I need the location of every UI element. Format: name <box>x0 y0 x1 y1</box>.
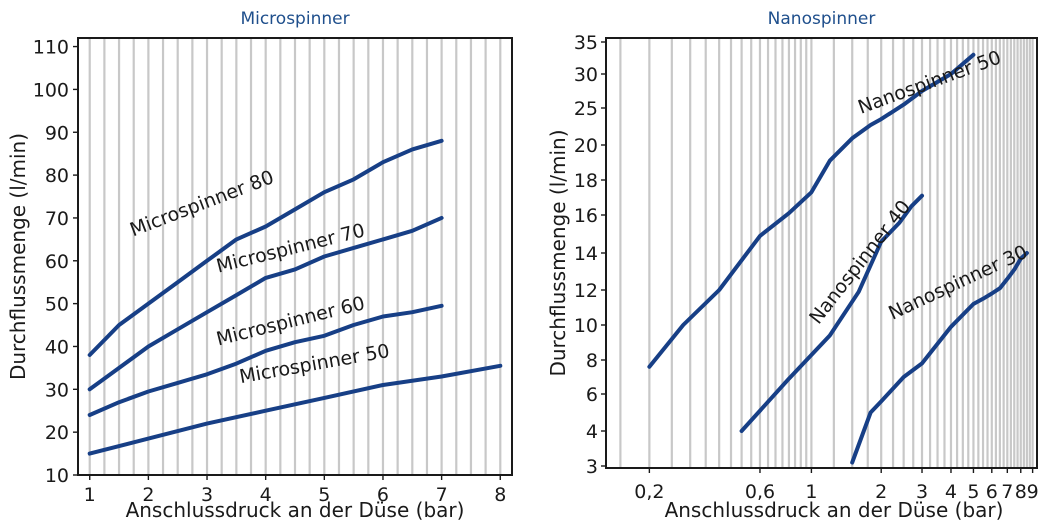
x-tick-label: 3 <box>201 484 213 506</box>
y-tick-label: 16 <box>574 205 598 227</box>
x-tick-label: 6 <box>377 484 389 506</box>
y-tick-label: 100 <box>33 79 69 101</box>
x-tick-label: 9 <box>1027 481 1039 503</box>
x-axis-label: Anschlussdruck an der Düse (bar) <box>665 498 1004 522</box>
series-line <box>739 193 924 433</box>
x-tick-label: 1 <box>805 481 817 503</box>
chart-title: Nanospinner <box>768 9 876 29</box>
x-tick-label: 4 <box>260 484 272 506</box>
x-tick-label: 6 <box>986 481 998 503</box>
y-tick-label: 60 <box>45 251 69 273</box>
x-tick-label: 1 <box>84 484 96 506</box>
y-tick-label: 12 <box>574 280 598 302</box>
series-line <box>87 363 503 456</box>
x-tick-label: 0,2 <box>634 481 664 503</box>
y-tick-label: 50 <box>45 294 69 316</box>
y-tick-label: 30 <box>45 379 69 401</box>
y-tick-label: 10 <box>45 465 69 487</box>
x-tick-label: 7 <box>1001 481 1013 503</box>
plot-border <box>77 37 513 476</box>
series-line <box>850 251 1029 465</box>
x-tick-label: 8 <box>494 484 506 506</box>
x-tick-label: 2 <box>875 481 887 503</box>
y-axis-label: Durchflussmenge (l/min) <box>6 133 30 380</box>
y-tick-label: 14 <box>574 243 598 265</box>
series-line <box>87 303 444 417</box>
y-tick-label: 20 <box>45 422 69 444</box>
y-tick-label: 25 <box>574 98 598 120</box>
y-axis-label: Durchflussmenge (l/min) <box>546 129 570 376</box>
series-line <box>647 52 976 369</box>
series-line <box>87 215 444 392</box>
y-tick-label: 18 <box>574 170 598 192</box>
y-tick-label: 40 <box>45 336 69 358</box>
x-tick-label: 3 <box>916 481 928 503</box>
y-tick-label: 80 <box>45 165 69 187</box>
x-tick-label: 7 <box>436 484 448 506</box>
x-tick-label: 5 <box>967 481 979 503</box>
y-tick-label: 4 <box>586 421 598 443</box>
plot-border <box>605 37 1038 469</box>
x-axis-label: Anschlussdruck an der Düse (bar) <box>126 498 465 522</box>
x-tick-label: 2 <box>142 484 154 506</box>
y-tick-label: 30 <box>574 64 598 86</box>
x-tick-label: 4 <box>945 481 957 503</box>
chart-title: Microspinner <box>240 9 349 29</box>
y-tick-label: 70 <box>45 208 69 230</box>
y-tick-label: 90 <box>45 122 69 144</box>
x-tick-label: 8 <box>1015 481 1027 503</box>
x-tick-label: 5 <box>318 484 330 506</box>
y-tick-label: 20 <box>574 135 598 157</box>
y-tick-label: 8 <box>586 350 598 372</box>
y-tick-label: 10 <box>574 315 598 337</box>
y-tick-label: 6 <box>586 384 598 406</box>
y-tick-label: 3 <box>586 456 598 478</box>
y-tick-label: 35 <box>574 32 598 54</box>
microspinner-chart: 10 20 30 40 50 60 70 80 90 100 110 1 2 3 4 5 6 7 8 Microspi… <box>6 9 513 522</box>
x-tick-label: 0,6 <box>745 481 775 503</box>
y-tick-label: 110 <box>33 37 69 59</box>
series-line <box>87 138 444 357</box>
